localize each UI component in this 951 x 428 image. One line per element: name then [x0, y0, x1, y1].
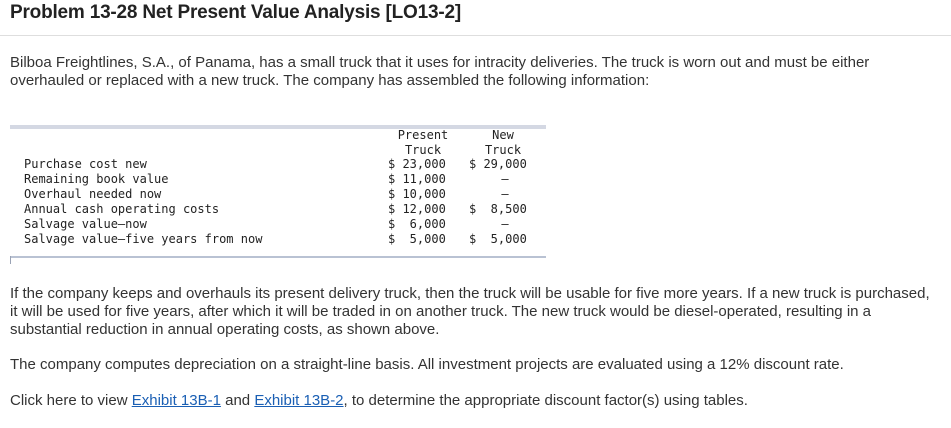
cell-new-annual-operating-costs: $ 8,500 [469, 202, 527, 216]
intro-paragraph: Bilboa Freightlines, S.A., of Panama, ha… [10, 54, 870, 89]
exhibit-13b-2-link[interactable]: Exhibit 13B-2 [254, 392, 344, 409]
cell-new-salvage-five-years: $ 5,000 [469, 232, 527, 246]
cell-present-annual-operating-costs: $ 12,000 [388, 202, 446, 216]
cell-new-remaining-book-value: – [501, 172, 509, 186]
title-divider [0, 35, 951, 36]
exhibit-instructions: Click here to view Exhibit 13B-1 and Exh… [10, 392, 930, 410]
row-label-salvage-five-years: Salvage value–five years from now [24, 232, 263, 246]
row-label-remaining-book-value: Remaining book value [24, 172, 169, 186]
data-table: Present Truck New Truck Purchase cost ne… [10, 125, 546, 264]
row-label-purchase-cost: Purchase cost new [24, 157, 147, 171]
depreciation-paragraph: The company computes depreciation on a s… [10, 356, 844, 373]
table-header-band [10, 125, 546, 129]
exhibit-text-before: Click here to view [10, 392, 132, 409]
cell-present-remaining-book-value: $ 11,000 [388, 172, 446, 186]
cell-new-overhaul-needed-wrap: – [469, 187, 541, 201]
cell-new-salvage-now: – [501, 217, 509, 231]
cell-new-overhaul-needed: – [501, 187, 509, 201]
cell-present-purchase-cost: $ 23,000 [388, 157, 446, 171]
header-present-truck: Present Truck [390, 128, 456, 158]
exhibit-text-after: , to determine the appropriate discount … [343, 392, 748, 409]
exhibit-text-middle: and [220, 392, 255, 409]
cell-new-salvage-now-wrap: – [469, 217, 541, 231]
cell-present-salvage-now: $ 6,000 [388, 217, 446, 231]
row-label-annual-operating-costs: Annual cash operating costs [24, 202, 220, 216]
header-new-line1: New [492, 128, 514, 142]
context-paragraph: If the company keeps and overhauls its p… [10, 285, 930, 338]
page-title: Problem 13-28 Net Present Value Analysis… [10, 2, 461, 23]
cell-new-purchase-cost: $ 29,000 [469, 157, 527, 171]
header-present-line2: Truck [404, 143, 442, 157]
exhibit-13b-1-link[interactable]: Exhibit 13B-1 [131, 392, 221, 409]
cell-new-remaining-book-value-wrap: – [469, 172, 541, 186]
header-new-line2: Truck [484, 143, 522, 157]
header-present-line1: Present [397, 128, 449, 142]
row-label-overhaul-needed: Overhaul needed now [24, 187, 162, 201]
cell-present-overhaul-needed: $ 10,000 [388, 187, 446, 201]
cell-present-salvage-five-years: $ 5,000 [388, 232, 446, 246]
table-bottom-border [10, 256, 546, 258]
row-label-salvage-now: Salvage value–now [24, 217, 147, 231]
table-corner-mark [10, 256, 11, 264]
header-new-truck: New Truck [472, 128, 534, 158]
